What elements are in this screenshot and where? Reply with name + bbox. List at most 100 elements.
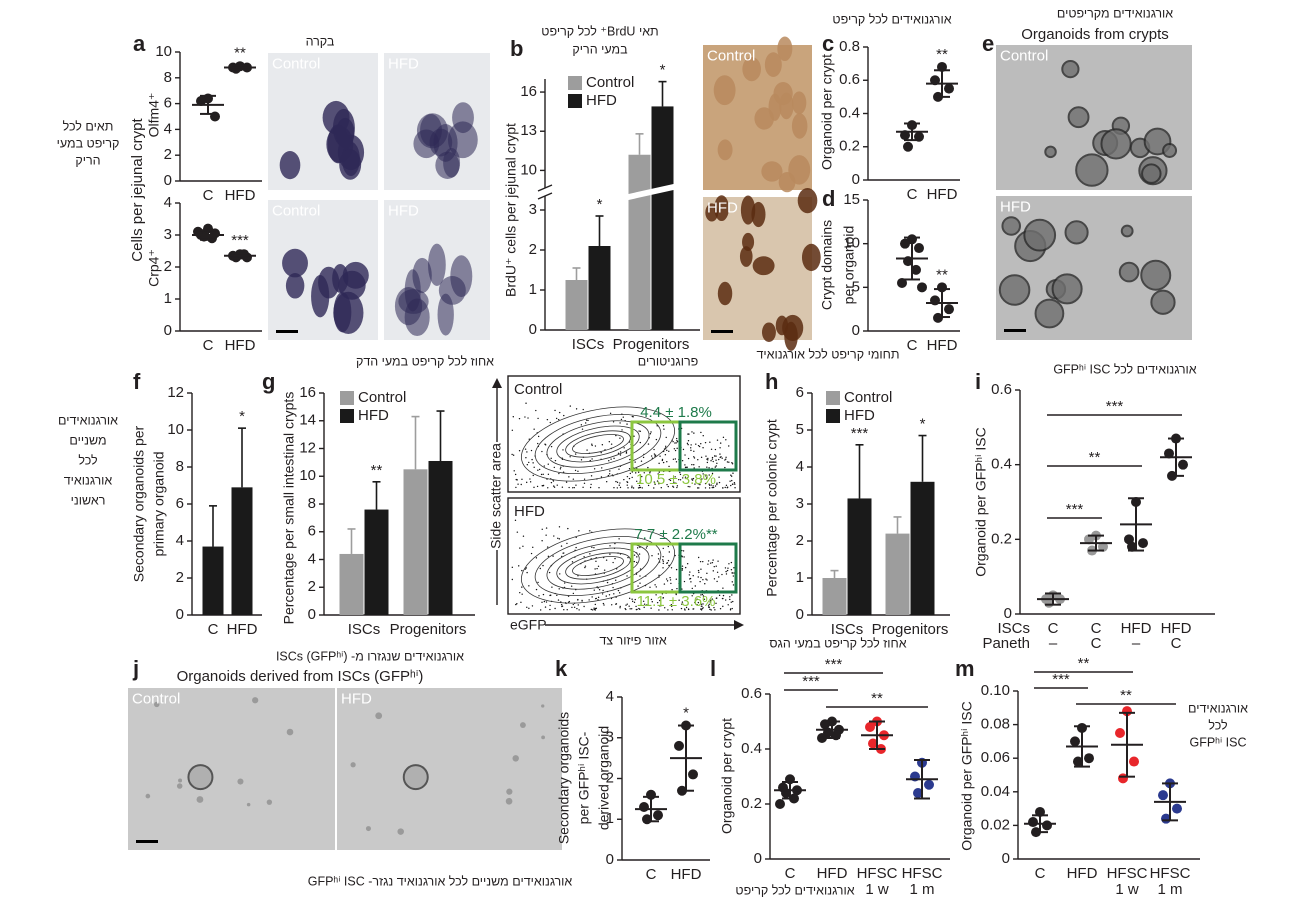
event	[613, 487, 615, 489]
event	[681, 567, 684, 570]
event	[681, 601, 684, 603]
stained-cell	[336, 117, 355, 148]
nucleus	[742, 56, 761, 82]
event	[715, 565, 717, 567]
y-tick-label: 0.10	[981, 682, 1010, 699]
event	[729, 608, 732, 610]
event	[591, 609, 594, 611]
event	[631, 471, 633, 473]
event	[696, 487, 699, 489]
event	[517, 483, 519, 485]
event	[511, 566, 514, 569]
event	[533, 428, 535, 430]
annotation: אזור פיזור צד	[599, 633, 666, 647]
event	[698, 466, 700, 468]
event	[711, 598, 713, 600]
organoid	[1023, 218, 1057, 252]
micrograph	[128, 688, 335, 850]
event	[715, 602, 717, 605]
stained-cell	[412, 257, 432, 294]
event	[602, 602, 605, 605]
event	[552, 480, 555, 482]
event	[708, 483, 710, 485]
event	[538, 468, 541, 471]
nucleus	[739, 246, 753, 267]
event	[728, 445, 730, 447]
event	[701, 607, 703, 610]
y-tick-label: 0.4	[991, 456, 1012, 473]
event	[649, 433, 652, 435]
event	[603, 569, 606, 571]
event	[577, 575, 579, 577]
event	[542, 485, 544, 487]
y-tick-label: 16	[520, 83, 537, 100]
organoid	[1061, 59, 1080, 79]
event	[538, 595, 540, 597]
annotation: אחוז לכל קריפט במעי הגס	[769, 636, 906, 650]
event	[697, 459, 699, 461]
event	[700, 594, 702, 596]
event	[724, 466, 726, 469]
event	[557, 599, 560, 601]
event	[661, 458, 664, 461]
event	[549, 608, 551, 611]
event	[646, 545, 648, 548]
particle	[246, 802, 251, 807]
event	[662, 560, 665, 562]
event	[591, 596, 593, 598]
plot-label: HFD	[514, 503, 545, 520]
y-tick-label: 6	[176, 495, 184, 512]
y-tick-label: 0	[308, 606, 316, 623]
organoid	[1140, 259, 1172, 291]
event	[673, 448, 676, 450]
event	[526, 606, 528, 608]
event	[594, 609, 597, 611]
event	[516, 603, 518, 605]
event	[643, 603, 646, 605]
event	[654, 584, 656, 586]
event	[699, 483, 701, 486]
event	[710, 484, 712, 486]
annotation: תאי BrdU⁺ לכל קריפט	[541, 24, 658, 38]
bar	[651, 106, 674, 331]
event	[629, 472, 632, 475]
x-tick-label: 1 w	[1115, 881, 1139, 898]
event	[710, 448, 713, 450]
gate-isc	[678, 542, 738, 594]
data-point	[1073, 756, 1083, 767]
event	[595, 597, 597, 600]
event	[725, 439, 727, 441]
event	[681, 569, 683, 571]
event	[702, 473, 704, 475]
event	[511, 453, 513, 456]
significance: **	[936, 46, 948, 63]
event	[526, 571, 528, 574]
event	[668, 551, 671, 553]
event	[690, 449, 692, 452]
event	[609, 553, 611, 555]
event	[589, 459, 591, 462]
event	[574, 453, 577, 455]
event	[705, 578, 707, 580]
event	[572, 487, 574, 489]
event	[731, 581, 733, 583]
event	[601, 467, 603, 469]
density-contour	[546, 420, 650, 468]
event	[533, 486, 535, 489]
legend-swatch	[340, 409, 354, 423]
event	[544, 606, 547, 608]
x-tick-label: Progenitors	[613, 336, 690, 353]
y-tick-label: 2	[796, 532, 804, 549]
y-axis-label: Secondary organoids per	[131, 425, 147, 582]
event	[714, 609, 716, 611]
event	[700, 605, 703, 607]
x-tick-label: 1 m	[1157, 881, 1182, 898]
event	[713, 565, 715, 568]
stained-cell	[450, 255, 473, 298]
y-tick-label: 3	[529, 201, 537, 218]
image-label: Control	[707, 47, 755, 64]
event	[631, 598, 633, 600]
event	[530, 552, 533, 555]
event	[605, 559, 608, 561]
event	[731, 463, 734, 465]
